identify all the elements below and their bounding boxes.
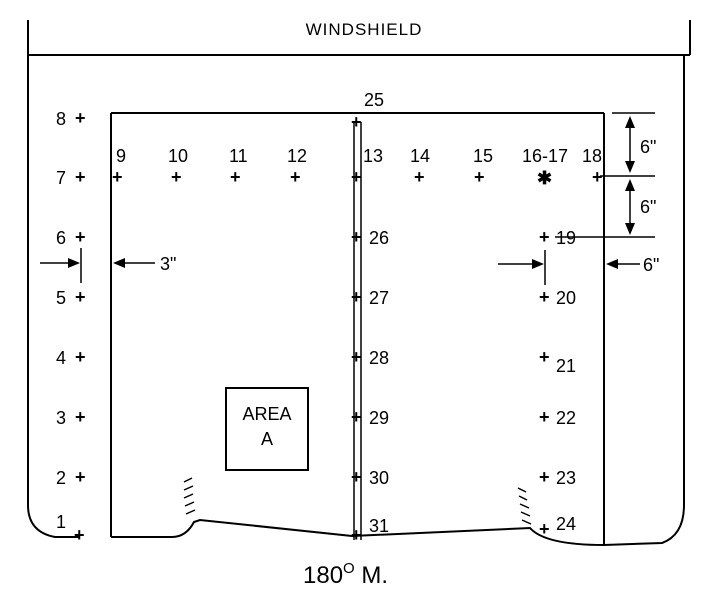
caption-number: 180 xyxy=(303,562,343,589)
point-marker-27: + xyxy=(351,287,362,307)
vertical-dimension xyxy=(555,112,655,238)
area-a-box xyxy=(225,387,309,471)
point-marker-20: + xyxy=(539,287,550,307)
right-offset-label: 6" xyxy=(643,255,659,275)
left-offset-label: 3" xyxy=(160,254,176,274)
point-label-12: 12 xyxy=(287,146,307,166)
point-marker-8: + xyxy=(75,108,86,128)
point-marker-24: + xyxy=(539,519,550,539)
point-label-9: 9 xyxy=(116,146,126,166)
point-label-3: 3 xyxy=(56,408,66,428)
outer-outline xyxy=(27,55,685,546)
point-label-18: 18 xyxy=(582,146,602,166)
point-marker-15: + xyxy=(474,167,485,187)
point-marker-18: + xyxy=(592,167,603,187)
center-line xyxy=(353,122,362,540)
point-label-29: 29 xyxy=(369,408,389,428)
point-label-22: 22 xyxy=(556,408,576,428)
caption-suffix: M. xyxy=(355,562,388,589)
point-marker-26: + xyxy=(351,227,362,247)
point-label-6: 6 xyxy=(56,228,66,248)
point-marker-7: + xyxy=(75,167,86,187)
top-gap-label: 6" xyxy=(640,137,656,157)
point-marker-11: + xyxy=(230,167,241,187)
hatching-right xyxy=(517,487,532,525)
point-label-23: 23 xyxy=(556,468,576,488)
top-row-points: 9 + 10 + 11 + 12 + 13 + 14 + 15 + 16-17 … xyxy=(112,146,603,188)
point-label-8: 8 xyxy=(56,109,66,129)
point-label-1: 1 xyxy=(56,512,66,532)
windshield-title: WINDSHIELD xyxy=(306,20,423,39)
point-marker-6: + xyxy=(75,227,86,247)
heading-caption: 180O M. xyxy=(303,560,388,589)
point-marker-13: + xyxy=(351,167,362,187)
area-a-label-line1: AREA xyxy=(242,404,291,424)
point-label-27: 27 xyxy=(369,288,389,308)
point-label-28: 28 xyxy=(369,348,389,368)
point-marker-5: + xyxy=(75,287,86,307)
point-label-19: 19 xyxy=(556,228,576,248)
point-marker-9: + xyxy=(112,167,123,187)
point-label-13: 13 xyxy=(363,146,383,166)
point-marker-10: + xyxy=(171,167,182,187)
point-label-7: 7 xyxy=(56,168,66,188)
point-marker-23: + xyxy=(539,467,550,487)
point-label-15: 15 xyxy=(473,146,493,166)
point-label-25: 25 xyxy=(364,90,384,110)
point-label-30: 30 xyxy=(369,468,389,488)
point-marker-21: + xyxy=(539,347,550,367)
point-marker-25: + xyxy=(351,112,362,132)
center-column-points: + 26 + 27 + 28 + 29 + 30 + 31 xyxy=(351,227,389,545)
point-marker-3: + xyxy=(75,407,86,427)
point-label-31: 31 xyxy=(369,516,389,536)
point-label-11: 11 xyxy=(229,146,248,166)
row-gap-label: 6" xyxy=(640,197,656,217)
point-label-2: 2 xyxy=(56,468,66,488)
windshield-header xyxy=(27,20,691,56)
point-marker-19: + xyxy=(539,227,550,247)
hatching-left xyxy=(183,477,196,515)
point-marker-28: + xyxy=(351,347,362,367)
point-label-24: 24 xyxy=(556,514,576,534)
point-marker-16-17: ✱ xyxy=(537,168,552,188)
point-marker-1: + xyxy=(74,525,85,545)
left-column-points: 8 + 7 + 6 + 5 + 4 + 3 + 2 + 1 + xyxy=(56,108,86,545)
right-dimension xyxy=(498,250,640,285)
right-column-points: + 19 + 20 + 21 + 22 + 23 + 24 xyxy=(539,227,576,539)
left-dimension xyxy=(40,248,155,283)
point-label-21: 21 xyxy=(556,356,576,376)
point-marker-2: + xyxy=(75,467,86,487)
test-panel xyxy=(110,112,605,546)
caption-degree: O xyxy=(343,560,355,577)
point-label-16-17: 16-17 xyxy=(522,146,568,166)
point-marker-31: + xyxy=(351,525,362,545)
point-label-26: 26 xyxy=(369,228,389,248)
point-marker-30: + xyxy=(351,467,362,487)
point-label-10: 10 xyxy=(168,146,188,166)
point-label-14: 14 xyxy=(410,146,430,166)
point-marker-22: + xyxy=(539,407,550,427)
point-marker-12: + xyxy=(290,167,301,187)
area-a-label-line2: A xyxy=(261,429,273,449)
point-label-20: 20 xyxy=(556,288,576,308)
point-marker-29: + xyxy=(351,407,362,427)
point-label-5: 5 xyxy=(56,288,66,308)
point-label-4: 4 xyxy=(56,348,66,368)
point-marker-4: + xyxy=(75,347,86,367)
point-marker-14: + xyxy=(414,167,425,187)
